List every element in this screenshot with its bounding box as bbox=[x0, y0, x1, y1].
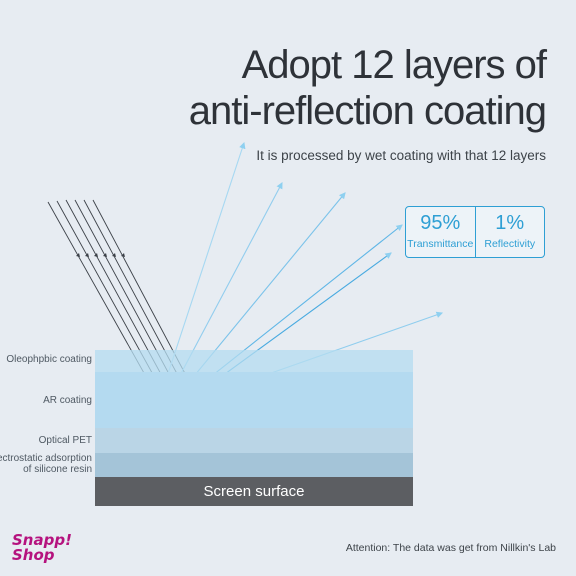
attention-note: Attention: The data was get from Nillkin… bbox=[345, 542, 556, 554]
logo-line-2: Shop bbox=[12, 546, 55, 564]
optical-pet-label: Optical PET bbox=[38, 435, 92, 446]
ar-coating-layer bbox=[95, 372, 413, 428]
subtitle: It is processed by wet coating with that… bbox=[256, 148, 546, 163]
oleophobic-label: Oleophpbic coating bbox=[6, 354, 92, 365]
stat-label: Transmittance bbox=[407, 238, 474, 250]
silicone-label-line-1: Electrostatic adsorption bbox=[0, 453, 92, 464]
ar-coating-label: AR coating bbox=[43, 395, 92, 406]
title-line-1: Adopt 12 layers of bbox=[241, 43, 547, 87]
stat-value: 1% bbox=[495, 212, 525, 234]
incoming-ray-arrowheads bbox=[76, 253, 125, 257]
stat-label: Reflectivity bbox=[484, 238, 536, 250]
title-line-2: anti-reflection coating bbox=[188, 89, 547, 133]
optical-pet-layer bbox=[95, 428, 413, 453]
page-title: Adopt 12 layers of anti-reflection coati… bbox=[188, 42, 547, 134]
logo-line-1: Snapp! bbox=[12, 531, 72, 549]
snapp-shop-logo: Snapp! Shop bbox=[12, 533, 72, 563]
screen-surface-layer: Screen surface bbox=[95, 477, 413, 506]
stat-transmittance: 95% Transmittance bbox=[406, 207, 475, 257]
silicone-resin-layer bbox=[95, 453, 413, 477]
stat-reflectivity: 1% Reflectivity bbox=[474, 207, 545, 257]
oleophobic-layer bbox=[95, 350, 413, 372]
silicone-label-line-2: of silicone resin bbox=[23, 464, 92, 475]
stat-value: 95% bbox=[420, 212, 461, 234]
stats-box: 95% Transmittance 1% Reflectivity bbox=[405, 206, 545, 258]
